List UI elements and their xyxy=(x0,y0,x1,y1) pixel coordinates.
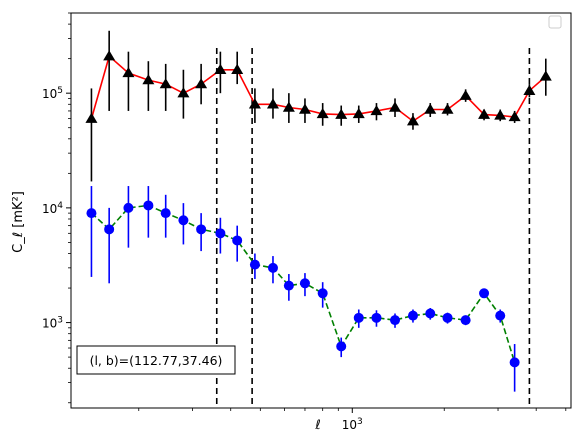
data-point-triangle xyxy=(539,70,552,81)
data-point-triangle xyxy=(298,103,311,114)
data-point-triangle xyxy=(441,103,454,114)
plot-content xyxy=(85,30,552,408)
data-point-triangle xyxy=(195,78,208,89)
y-tick-label: 104 xyxy=(42,201,63,216)
data-point-triangle xyxy=(103,50,116,61)
annotation-box: (l, b)=(112.77,37.46) xyxy=(76,345,236,375)
data-point-triangle xyxy=(494,109,507,120)
data-point-triangle xyxy=(389,101,402,112)
data-point-circle xyxy=(232,235,243,246)
data-point-circle xyxy=(336,341,347,352)
data-point-triangle xyxy=(406,115,419,126)
data-point-triangle xyxy=(335,108,348,119)
data-point-triangle xyxy=(85,112,98,123)
data-point-circle xyxy=(283,280,294,291)
data-point-triangle xyxy=(159,78,172,89)
axis-layer: 103 104 105 103 xyxy=(42,12,572,432)
data-point-circle xyxy=(267,262,278,273)
data-point-triangle xyxy=(142,74,155,85)
data-point-circle xyxy=(460,315,471,326)
data-point-circle xyxy=(390,315,401,326)
data-point-circle xyxy=(495,310,506,321)
data-point-circle xyxy=(160,208,171,219)
y-tick-label: 103 xyxy=(42,316,63,331)
data-point-circle xyxy=(317,288,328,299)
data-point-circle xyxy=(299,278,310,289)
data-point-triangle xyxy=(523,84,536,95)
data-point-circle xyxy=(86,208,97,219)
data-point-triangle xyxy=(122,66,135,78)
data-point-triangle xyxy=(316,107,329,119)
data-point-circle xyxy=(509,357,520,368)
data-point-circle xyxy=(353,312,364,323)
data-point-triangle xyxy=(231,63,244,74)
data-point-circle xyxy=(371,312,382,323)
data-point-circle xyxy=(249,259,260,270)
plot-frame xyxy=(70,12,572,409)
y-tick-label: 105 xyxy=(42,86,63,101)
data-point-triangle xyxy=(248,98,261,109)
data-point-triangle xyxy=(370,104,383,116)
data-point-triangle xyxy=(478,108,491,119)
data-point-circle xyxy=(196,224,207,235)
data-point-circle xyxy=(215,228,226,239)
data-point-triangle xyxy=(508,110,521,122)
data-point-triangle xyxy=(424,103,437,114)
data-point-circle xyxy=(442,312,453,323)
data-point-circle xyxy=(123,202,134,213)
annotation-text: (l, b)=(112.77,37.46) xyxy=(90,353,223,368)
x-axis-label: ℓ xyxy=(314,418,320,433)
legend-box xyxy=(548,15,562,29)
data-point-triangle xyxy=(282,101,295,112)
data-point-circle xyxy=(178,215,189,226)
series-line-0 xyxy=(90,54,547,123)
data-point-triangle xyxy=(352,107,365,119)
data-point-triangle xyxy=(177,87,190,98)
data-point-circle xyxy=(104,224,115,235)
data-point-circle xyxy=(143,200,154,211)
y-axis-label: C_ℓ [mK²] xyxy=(11,191,26,253)
data-point-triangle xyxy=(459,89,472,100)
data-point-triangle xyxy=(214,63,227,74)
x-tick-label: 103 xyxy=(342,417,363,432)
data-point-triangle xyxy=(266,98,279,109)
data-point-circle xyxy=(425,308,436,319)
data-point-circle xyxy=(407,310,418,321)
data-point-circle xyxy=(479,288,490,299)
